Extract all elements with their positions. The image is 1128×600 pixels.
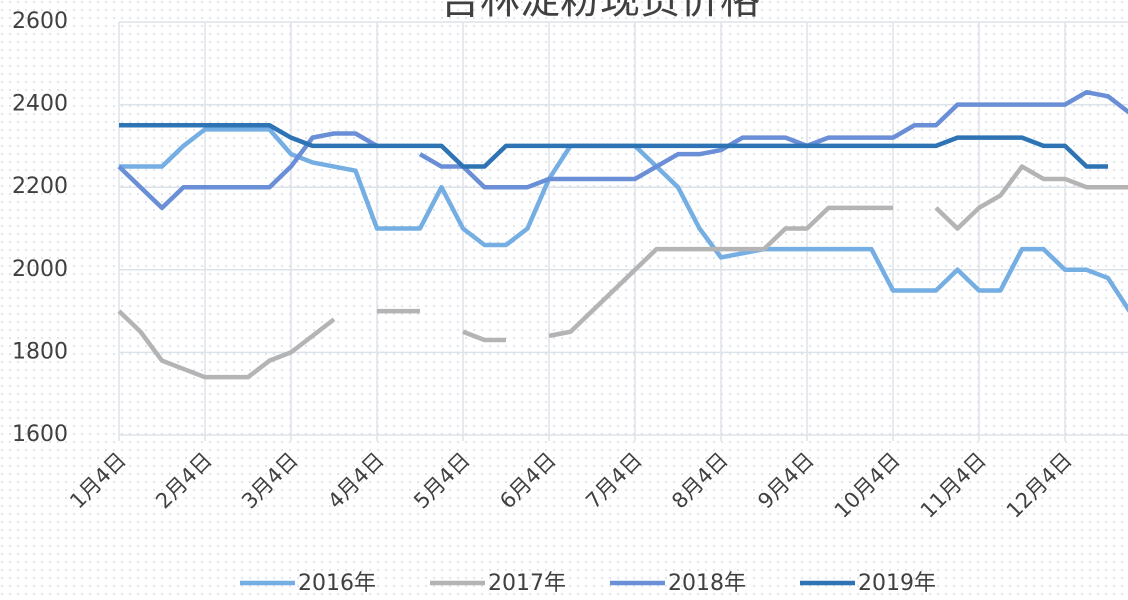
legend-label: 2017年 [488, 571, 566, 596]
legend-label: 2016年 [298, 571, 376, 596]
line-series [119, 123, 1108, 169]
y-tick-label: 2200 [12, 174, 68, 199]
legend-label: 2018年 [668, 571, 746, 596]
y-tick-label: 2400 [12, 92, 68, 117]
y-tick-label: 2600 [12, 9, 68, 34]
chart-title: 吉林淀粉现货价格 [440, 0, 760, 23]
y-tick-label: 1800 [12, 339, 68, 364]
legend-label: 2019年 [858, 571, 936, 596]
line-series [117, 89, 1128, 211]
y-tick-label: 1600 [12, 422, 68, 447]
y-tick-label: 2000 [12, 257, 68, 282]
line-series [117, 164, 1128, 380]
